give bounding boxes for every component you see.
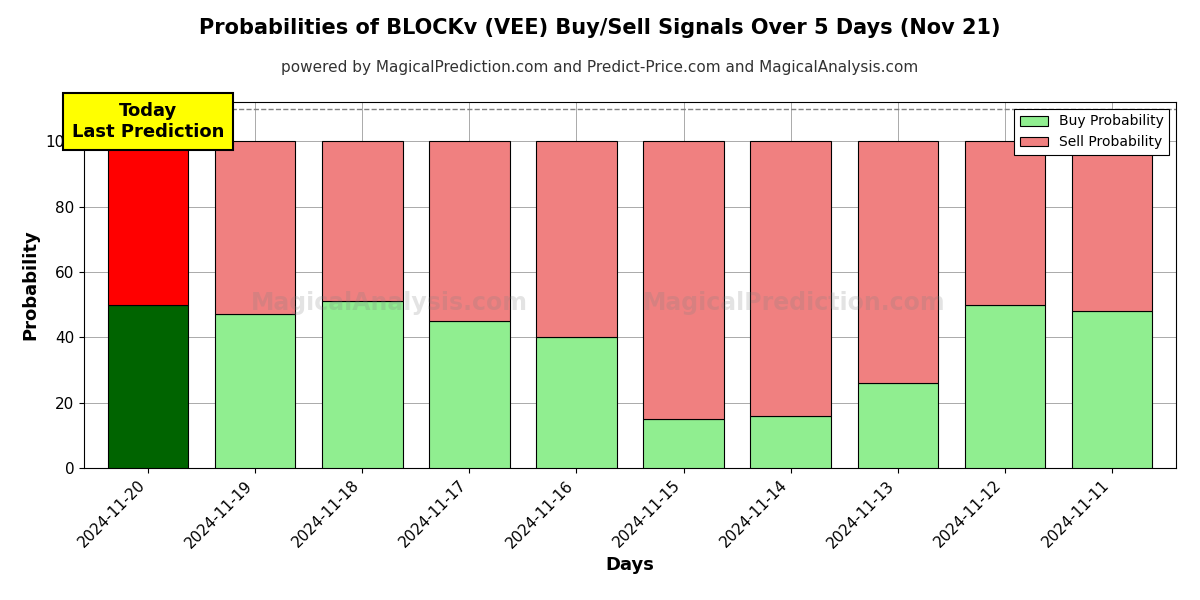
Bar <box>1072 311 1152 468</box>
Text: MagicalAnalysis.com: MagicalAnalysis.com <box>251 291 528 316</box>
Bar <box>858 383 937 468</box>
Text: MagicalPrediction.com: MagicalPrediction.com <box>642 291 946 316</box>
X-axis label: Days: Days <box>606 556 654 574</box>
Legend: Buy Probability, Sell Probability: Buy Probability, Sell Probability <box>1014 109 1169 155</box>
Bar <box>323 301 402 468</box>
Text: powered by MagicalPrediction.com and Predict-Price.com and MagicalAnalysis.com: powered by MagicalPrediction.com and Pre… <box>281 60 919 75</box>
Y-axis label: Probability: Probability <box>22 230 40 340</box>
Bar <box>215 141 295 314</box>
Bar <box>323 141 402 301</box>
Bar <box>108 305 188 468</box>
Bar <box>643 419 724 468</box>
Bar <box>430 321 510 468</box>
Text: Today
Last Prediction: Today Last Prediction <box>72 102 224 141</box>
Bar <box>643 141 724 419</box>
Bar <box>858 141 937 383</box>
Bar <box>965 141 1045 305</box>
Bar <box>965 305 1045 468</box>
Text: Probabilities of BLOCKv (VEE) Buy/Sell Signals Over 5 Days (Nov 21): Probabilities of BLOCKv (VEE) Buy/Sell S… <box>199 18 1001 38</box>
Bar <box>430 141 510 321</box>
Bar <box>215 314 295 468</box>
Bar <box>536 141 617 337</box>
Bar <box>536 337 617 468</box>
Bar <box>1072 141 1152 311</box>
Bar <box>108 141 188 305</box>
Bar <box>750 416 830 468</box>
Bar <box>750 141 830 416</box>
